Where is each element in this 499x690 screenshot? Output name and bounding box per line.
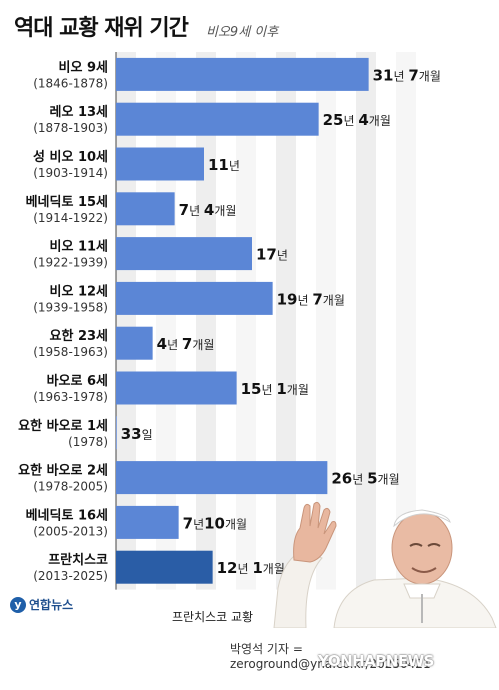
- bar: [116, 192, 175, 226]
- bar: [116, 371, 237, 405]
- grid-band: [396, 52, 416, 590]
- data-label: 7년 4개월: [179, 201, 237, 219]
- category-years: (1978): [68, 435, 108, 449]
- grid-band: [356, 52, 376, 590]
- chart-subtitle: 비오9세 이후: [206, 25, 279, 40]
- data-label: 31년 7개월: [373, 66, 441, 84]
- bar: [116, 147, 204, 181]
- data-label: 4년 7개월: [157, 335, 215, 353]
- category-label: 요한 바오로 1세: [18, 418, 108, 434]
- grid-layer: [115, 52, 416, 590]
- photo-caption: 프란치스코 교황: [172, 610, 254, 624]
- logo-text: 연합뉴스: [29, 598, 74, 612]
- grid-band: [156, 52, 176, 590]
- category-years: (1963-1978): [33, 390, 108, 404]
- data-label: 7년10개월: [183, 514, 247, 532]
- data-label: 26년 5개월: [331, 470, 399, 488]
- watermark: YONHAPNEWS: [318, 652, 434, 670]
- category-label: 비오 11세: [50, 240, 109, 255]
- bar: [116, 102, 319, 136]
- yonhap-logo-icon: y: [10, 596, 26, 613]
- data-label: 17년: [256, 246, 288, 264]
- category-years: (1878-1903): [33, 121, 108, 135]
- data-label: 19년 7개월: [277, 290, 345, 308]
- grid-band: [276, 52, 296, 590]
- grid-band: [236, 52, 256, 590]
- yonhap-logo: y 연합뉴스: [10, 596, 73, 613]
- data-label: 12년 1개월: [217, 559, 285, 577]
- category-label: 바오로 6세: [47, 373, 108, 389]
- bar: [116, 416, 117, 450]
- category-years: (1922-1939): [33, 256, 108, 270]
- category-label: 베네딕토 16세: [26, 507, 108, 523]
- data-label: 11년: [208, 156, 240, 174]
- category-years: (1914-1922): [33, 211, 108, 225]
- bar: [116, 550, 213, 584]
- category-label: 비오 9세: [59, 60, 108, 75]
- credit-line: 박영석 기자 = zeroground@yna.co.kr/20250421: [230, 642, 431, 671]
- category-years: (1846-1878): [33, 76, 108, 90]
- pope-photo: [273, 501, 497, 628]
- category-label: 비오 12세: [50, 284, 109, 299]
- category-years: (2013-2025): [33, 569, 108, 583]
- bar: [116, 461, 328, 495]
- chart-title: 역대 교황 재위 기간: [14, 16, 189, 41]
- data-label: 15년 1개월: [241, 380, 309, 398]
- grid-band: [116, 52, 136, 590]
- bar: [116, 326, 153, 360]
- bar: [116, 505, 179, 539]
- bar: [116, 281, 273, 315]
- category-label: 성 비오 10세: [33, 150, 108, 165]
- data-label: 33일: [121, 425, 153, 443]
- category-years: (1958-1963): [33, 345, 108, 359]
- category-label: 요한 바오로 2세: [18, 463, 108, 479]
- category-label: 요한 23세: [50, 328, 109, 344]
- bar: [116, 237, 252, 271]
- category-label: 레오 13세: [50, 105, 109, 120]
- bar: [116, 57, 369, 91]
- grid-band: [316, 52, 336, 590]
- category-label: 베네딕토 15세: [26, 194, 108, 210]
- category-years: (1978-2005): [33, 480, 108, 494]
- category-years: (2005-2013): [33, 524, 108, 538]
- grid-band: [196, 52, 216, 590]
- category-years: (1903-1914): [33, 166, 108, 180]
- category-label: 프란치스코: [48, 552, 108, 568]
- data-label: 25년 4개월: [323, 111, 391, 129]
- category-years: (1939-1958): [33, 300, 108, 314]
